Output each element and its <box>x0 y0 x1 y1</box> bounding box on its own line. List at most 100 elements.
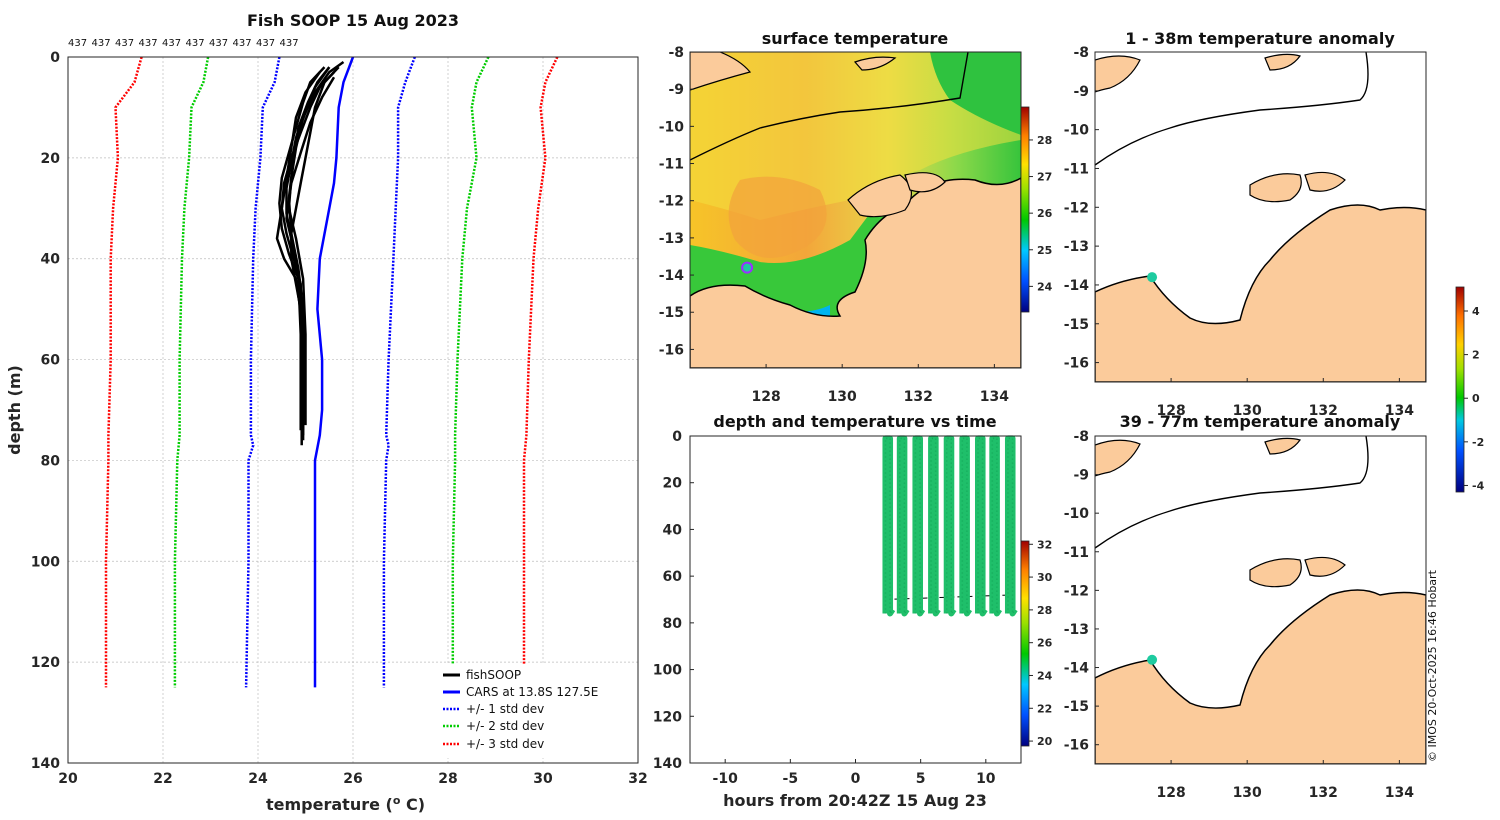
legend-std3: +/- 3 std dev <box>466 737 544 751</box>
profile-panel: Fish SOOP 15 Aug 2023 437 437 437 437 437 437… <box>5 11 648 814</box>
profile-xlabel: temperature (o C) <box>266 794 425 814</box>
depthtime-colorbar-tick: 26 <box>1037 637 1053 650</box>
profile-ytick: 20 <box>41 151 61 167</box>
depthtime-axes-frame <box>689 435 1022 764</box>
map-ytick: -14 <box>1064 661 1090 677</box>
profile-xtick: 30 <box>533 771 553 787</box>
anom-deep-axes-frame <box>1094 435 1427 765</box>
map-ytick: -15 <box>659 305 684 321</box>
profile-legend: fishSOOP CARS at 13.8S 127.5E +/- 1 std … <box>436 664 632 758</box>
anomaly-colorbar-ticks: 4 2 0 -2 -4 <box>1464 305 1485 492</box>
sst-island-melville <box>847 174 912 218</box>
depthtime-xtick: -10 <box>713 771 739 787</box>
profile-axes-frame <box>67 56 639 764</box>
map-ytick: -8 <box>1073 429 1089 445</box>
profile-ytick: 100 <box>31 554 60 570</box>
anom-shallow-island-bathurst <box>1304 171 1346 192</box>
sst-colorbar-tick: 27 <box>1037 171 1052 184</box>
map-ytick: -11 <box>1064 161 1089 177</box>
sst-island-timor <box>690 52 752 91</box>
depthtime-colorbar-tick: 30 <box>1037 571 1053 584</box>
map-xtick: 130 <box>1233 403 1262 419</box>
profile-grid <box>68 57 638 763</box>
map-ytick: -11 <box>1064 545 1089 561</box>
depthtime-xlabel: hours from 20:42Z 15 Aug 23 <box>723 791 987 810</box>
profile-ylabel: depth (m) <box>5 365 24 455</box>
map-ytick: -14 <box>1064 278 1090 294</box>
depthtime-ytick: 120 <box>653 709 682 725</box>
depthtime-colorbar-tick: 22 <box>1037 702 1052 715</box>
legend-std1: +/- 1 std dev <box>466 702 544 716</box>
profile-ytick: 120 <box>31 655 60 671</box>
sst-green-north <box>930 52 1021 135</box>
profile-count: 437 <box>233 38 252 49</box>
anom-deep-ticks: -8 -9 -10 -11 -12 -13 -14 -15 -16 128 130 132 134 <box>1064 429 1415 801</box>
anom-shallow-ticks: -8 -9 -10 -11 -12 -13 -14 -15 -16 128 130 132 134 <box>1064 45 1415 419</box>
map-ytick: -15 <box>1064 317 1089 333</box>
profile-count: 437 <box>162 38 181 49</box>
sst-colorbar-ticks: 24 25 26 27 28 <box>1029 134 1053 293</box>
anom-deep-island-small <box>1264 437 1301 455</box>
map-ytick: -16 <box>1064 738 1089 754</box>
std3-high-line <box>522 56 559 688</box>
anom-deep-island-melville <box>1249 558 1302 588</box>
sst-colorbar-tick: 28 <box>1037 134 1052 147</box>
depthtime-colorbar <box>1020 540 1030 747</box>
profile-counts: 437 437 437 437 437 437 437 437 437 437 <box>68 38 299 49</box>
map-xtick: 132 <box>1309 403 1338 419</box>
std2-high-line <box>451 56 490 688</box>
sst-title: surface temperature <box>762 29 949 48</box>
std1-high-line <box>382 56 416 688</box>
depthtime-ytick: 40 <box>663 522 683 538</box>
map-ytick: -9 <box>1073 84 1089 100</box>
map-xtick: 132 <box>1309 785 1338 801</box>
map-ytick: -12 <box>1064 200 1089 216</box>
map-ytick: -11 <box>659 157 684 173</box>
sst-land <box>690 177 1021 368</box>
sst-panel: surface temperature -8-9-10-11-12-13-14-… <box>659 29 1053 405</box>
profile-count: 437 <box>256 38 275 49</box>
fishsoop-trace <box>275 71 321 410</box>
sst-island-small <box>853 56 897 71</box>
depthtime-data <box>882 435 1018 617</box>
profile-ytick: 140 <box>31 756 60 772</box>
map-ytick: -10 <box>1064 123 1090 139</box>
profile-xtick: 20 <box>58 771 78 787</box>
std2-low-line <box>173 56 210 688</box>
profile-count: 437 <box>186 38 205 49</box>
map-xtick: 128 <box>1156 785 1185 801</box>
map-xtick: 128 <box>751 389 780 405</box>
map-xtick: 134 <box>1385 785 1414 801</box>
sst-colorbar-tick: 24 <box>1037 280 1053 293</box>
map-ytick: -9 <box>668 82 684 98</box>
profile-count: 437 <box>139 38 158 49</box>
legend-cars: CARS at 13.8S 127.5E <box>466 685 598 699</box>
map-ytick: -10 <box>659 119 685 135</box>
map-xtick: 132 <box>904 389 933 405</box>
profile-ytick: 0 <box>50 50 60 66</box>
fishsoop-trace <box>278 66 326 431</box>
map-xtick: 128 <box>1156 403 1185 419</box>
sst-island-bathurst <box>904 172 946 193</box>
sst-colorbar <box>1020 106 1030 313</box>
depthtime-ytick: 100 <box>653 663 682 679</box>
profile-title: Fish SOOP 15 Aug 2023 <box>247 11 459 30</box>
map-ytick: -13 <box>1064 622 1089 638</box>
anom-shallow-panel: 1 - 38m temperature anomaly -8 -9 -10 -11 -1… <box>1064 29 1427 419</box>
anom-deep-title: 39 - 77m temperature anomaly <box>1120 412 1401 431</box>
depthtime-xtick: 0 <box>851 771 861 787</box>
cars-line <box>313 56 355 688</box>
std3-low-line <box>104 56 143 688</box>
profile-count: 437 <box>115 38 134 49</box>
anom-deep-island-timor <box>1095 439 1141 477</box>
map-ytick: -13 <box>659 231 684 247</box>
profile-ytick: 80 <box>41 453 61 469</box>
anom-shallow-contour <box>1095 52 1369 166</box>
anom-shallow-axes-frame <box>1094 51 1427 383</box>
map-ytick: -16 <box>659 342 684 358</box>
map-ytick: -13 <box>1064 239 1089 255</box>
anom-deep-land <box>1095 589 1426 764</box>
sst-ticks: -8 -9 -10 -11 -12 -13 -14 -15 -16 128 130 132 134 <box>659 45 1010 405</box>
